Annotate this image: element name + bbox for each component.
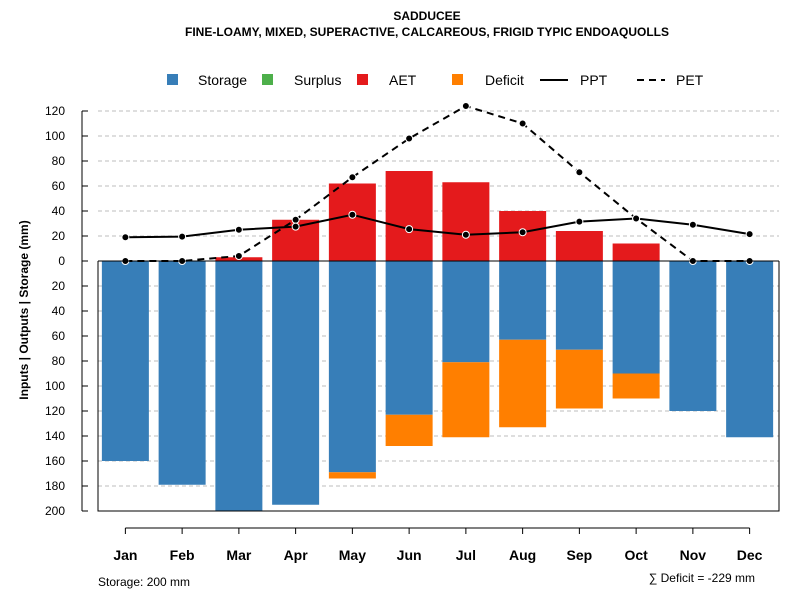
legend: Storage Surplus AET Deficit PPT PET xyxy=(167,72,704,88)
ppt-point xyxy=(121,233,130,242)
y-tick-label: 100 xyxy=(45,129,65,143)
y-tick-label: 80 xyxy=(52,154,66,168)
legend-label-surplus: Surplus xyxy=(294,72,341,88)
y-tick-label: 100 xyxy=(45,379,65,393)
deficit-bar xyxy=(385,414,433,446)
storage-bar xyxy=(101,261,149,461)
legend-swatch-aet xyxy=(357,74,368,85)
y-tick-label: 20 xyxy=(52,279,66,293)
chart-title: SADDUCEE xyxy=(393,9,460,23)
pet-point xyxy=(518,119,527,128)
y-tick-label: 200 xyxy=(45,504,65,518)
storage-footnote: Storage: 200 mm xyxy=(98,575,190,589)
legend-label-deficit: Deficit xyxy=(485,72,524,88)
storage-bar xyxy=(499,261,547,340)
storage-bar xyxy=(555,261,603,350)
pet-point xyxy=(575,168,584,177)
y-tick-label: 20 xyxy=(52,229,66,243)
x-tick-label: May xyxy=(339,547,366,563)
pet-line xyxy=(125,104,750,262)
legend-label-ppt: PPT xyxy=(580,72,608,88)
y-tick-label: 0 xyxy=(58,254,65,268)
ppt-line xyxy=(125,213,750,239)
y-tick-label: 60 xyxy=(52,179,66,193)
storage-bar xyxy=(669,261,717,411)
pet-point xyxy=(234,252,243,260)
y-tick-label: 60 xyxy=(52,329,66,343)
ppt-point xyxy=(178,232,187,241)
legend-label-storage: Storage xyxy=(198,72,247,88)
y-tick-label: 40 xyxy=(52,304,66,318)
x-tick-label: Sep xyxy=(567,547,593,563)
gridlines xyxy=(98,110,779,512)
y-tick-label: 120 xyxy=(45,104,65,118)
ppt-point xyxy=(405,225,414,234)
pet-point xyxy=(291,215,300,224)
storage-bar xyxy=(272,261,320,505)
aet-bar xyxy=(555,231,603,261)
ppt-point xyxy=(688,220,697,229)
legend-swatch-surplus xyxy=(262,74,273,85)
storage-bar xyxy=(612,261,660,374)
y-tick-label: 80 xyxy=(52,354,66,368)
bars xyxy=(101,171,774,511)
deficit-bar xyxy=(612,373,660,399)
deficit-total: ∑ Deficit = -229 mm xyxy=(649,571,755,585)
storage-bar xyxy=(158,261,206,485)
ppt-point xyxy=(745,230,754,239)
legend-swatch-storage xyxy=(167,74,178,85)
series-lines xyxy=(121,102,754,265)
x-tick-label: Aug xyxy=(509,547,536,563)
x-tick-label: Jul xyxy=(456,547,476,563)
x-tick-label: Dec xyxy=(737,547,763,563)
x-tick-label: Jan xyxy=(113,547,137,563)
aet-bar xyxy=(442,182,490,261)
ppt-point xyxy=(291,222,300,231)
ppt-point xyxy=(348,210,357,219)
ppt-point xyxy=(234,225,243,234)
y-tick-label: 180 xyxy=(45,479,65,493)
x-tick-label: Mar xyxy=(226,547,251,563)
legend-swatch-deficit xyxy=(452,74,463,85)
ppt-point xyxy=(575,217,584,226)
deficit-bar xyxy=(328,472,376,479)
pet-point xyxy=(405,134,414,143)
storage-bar xyxy=(328,261,376,473)
ppt-point xyxy=(632,214,641,223)
pet-point xyxy=(348,173,357,182)
y-tick-label: 120 xyxy=(45,404,65,418)
x-tick-label: Jun xyxy=(397,547,422,563)
storage-bar xyxy=(726,261,774,438)
x-tick-label: Nov xyxy=(680,547,707,563)
legend-label-aet: AET xyxy=(389,72,417,88)
storage-frame xyxy=(97,261,780,512)
aet-bar xyxy=(328,183,376,261)
deficit-bar xyxy=(442,362,490,438)
legend-label-pet: PET xyxy=(676,72,704,88)
storage-bar xyxy=(442,261,490,363)
aet-bar xyxy=(612,243,660,261)
y-axis-label: Inputs | Outputs | Storage (mm) xyxy=(17,220,31,399)
y-tick-label: 40 xyxy=(52,204,66,218)
x-tick-label: Feb xyxy=(170,547,195,563)
y-tick-label: 140 xyxy=(45,429,65,443)
storage-bar xyxy=(215,261,263,511)
ppt-point xyxy=(461,230,470,239)
x-tick-label: Oct xyxy=(624,547,648,563)
ppt-point xyxy=(518,228,527,237)
x-tick-label: Apr xyxy=(284,547,309,563)
aet-bar xyxy=(385,171,433,261)
y-tick-label: 160 xyxy=(45,454,65,468)
deficit-bar xyxy=(499,339,547,428)
deficit-bar xyxy=(555,349,603,409)
storage-bar xyxy=(385,261,433,415)
pet-point xyxy=(461,102,470,110)
axes: 1201008060402002040608010012014016018020… xyxy=(45,104,780,563)
chart-subtitle: FINE-LOAMY, MIXED, SUPERACTIVE, CALCAREO… xyxy=(185,25,669,39)
